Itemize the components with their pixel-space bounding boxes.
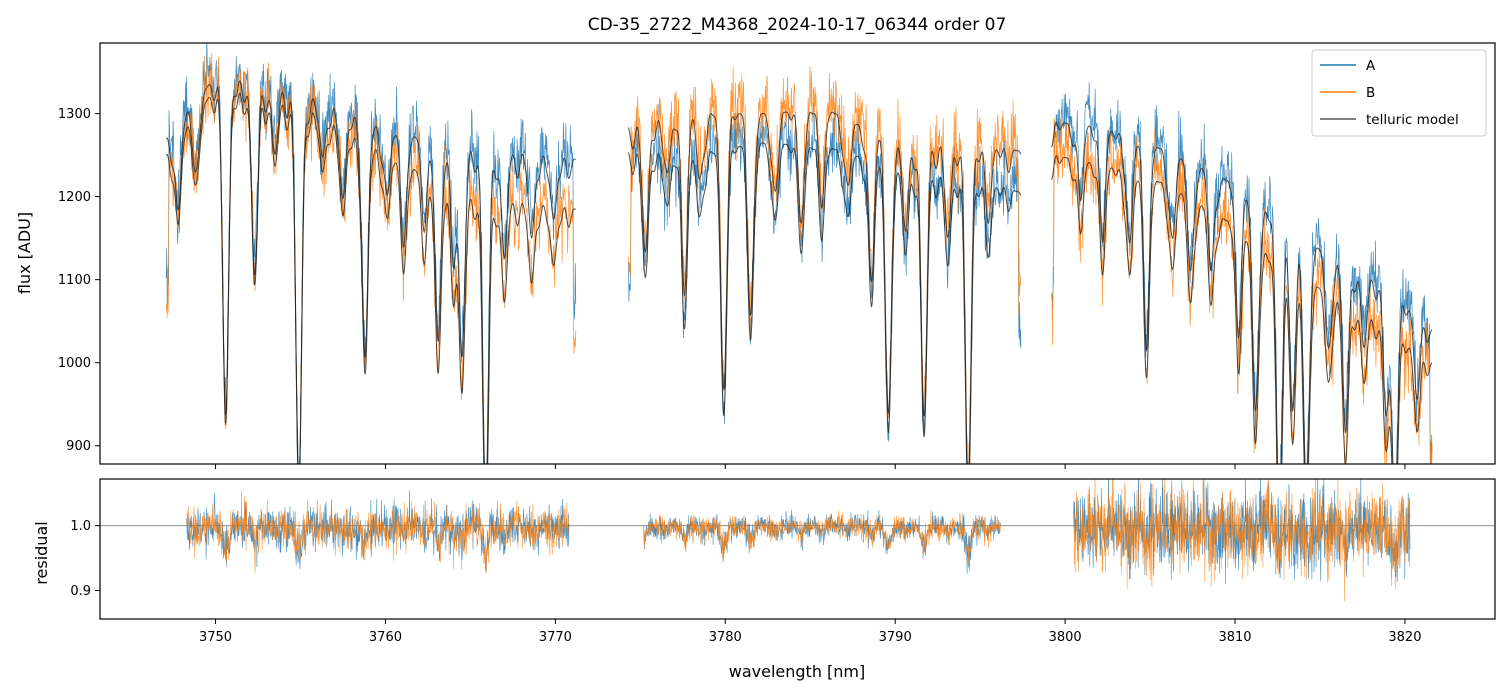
- bottom-x-tick-label: 3810: [1218, 630, 1251, 645]
- telluric-model-b-segment-0: [165, 92, 576, 464]
- legend-label-model: telluric model: [1366, 112, 1459, 128]
- bottom-y-ticks: 0.9 1.0: [70, 519, 100, 599]
- series-a-segment-0: [165, 43, 577, 464]
- legend-box: [1311, 49, 1487, 137]
- top-y-tick-label: 900: [66, 439, 91, 454]
- bottom-panel-series: [186, 479, 1411, 602]
- top-y-tick-label: 1300: [58, 107, 91, 122]
- residual-b-segment-1: [643, 510, 1001, 565]
- legend-label-a: A: [1366, 58, 1376, 74]
- bottom-x-ticks: 3750 3760 3770 3780 3790 3800 3810 3820: [199, 619, 1421, 645]
- top-panel-frame: [99, 42, 1496, 465]
- telluric-model-a-segment-1: [627, 142, 1022, 464]
- top-y-axis-label: flux [ADU]: [15, 212, 34, 294]
- top-y-ticks: 900 1000 1100 1200 1300: [58, 107, 100, 454]
- top-y-tick-label: 1200: [58, 190, 91, 205]
- residual-b-segment-2: [1073, 479, 1411, 602]
- top-panel-series: [165, 43, 1433, 464]
- top-y-tick-label: 1000: [58, 356, 91, 371]
- bottom-x-tick-label: 3770: [539, 630, 572, 645]
- bottom-x-tick-label: 3820: [1388, 630, 1421, 645]
- telluric-model-a-segment-2: [1051, 121, 1433, 464]
- chart-title: CD-35_2722_M4368_2024-10-17_06344 order …: [588, 15, 1007, 35]
- top-x-ticks: [215, 464, 1406, 469]
- telluric-model-b-segment-1: [627, 111, 1022, 464]
- bottom-x-tick-label: 3750: [199, 630, 232, 645]
- legend: A B telluric model: [1311, 49, 1487, 137]
- bottom-panel-frame: [99, 478, 1496, 620]
- top-y-tick-label: 1100: [58, 273, 91, 288]
- telluric-model-a-segment-0: [165, 80, 576, 464]
- bottom-x-tick-label: 3790: [879, 630, 912, 645]
- bottom-y-tick-label: 0.9: [70, 584, 91, 599]
- x-axis-label: wavelength [nm]: [729, 662, 866, 681]
- series-b-segment-1: [628, 66, 1022, 464]
- bottom-x-tick-label: 3760: [369, 630, 402, 645]
- residual-a-segment-1: [643, 509, 1001, 574]
- residual-b-segment-0: [186, 490, 570, 574]
- legend-label-b: B: [1366, 85, 1375, 101]
- bottom-y-axis-label: residual: [32, 521, 51, 584]
- bottom-x-tick-label: 3780: [709, 630, 742, 645]
- bottom-y-tick-label: 1.0: [70, 519, 91, 534]
- bottom-x-tick-label: 3800: [1049, 630, 1082, 645]
- telluric-model-b-segment-2: [1051, 155, 1433, 464]
